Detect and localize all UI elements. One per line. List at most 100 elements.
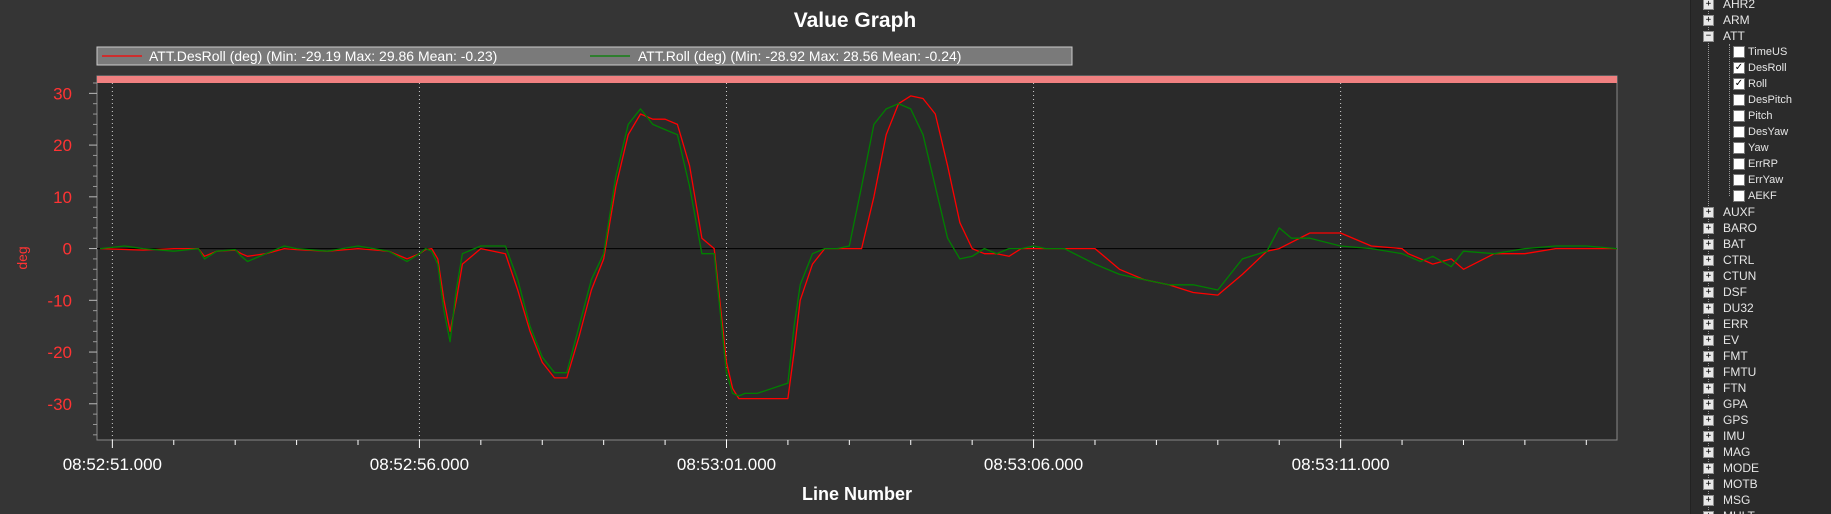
checkbox-unchecked[interactable]: [1733, 142, 1745, 154]
expand-icon[interactable]: +: [1703, 286, 1714, 298]
tree-node-bat[interactable]: + BAT: [1703, 236, 1745, 252]
expand-icon[interactable]: +: [1703, 222, 1714, 234]
checkbox-checked[interactable]: ✓: [1733, 62, 1745, 74]
tree-child-aekf[interactable]: AEKF: [1731, 188, 1777, 204]
tree-node-label: CTUN: [1723, 269, 1757, 283]
tree-child-label: Roll: [1748, 78, 1767, 90]
expand-icon[interactable]: +: [1703, 446, 1714, 458]
expand-icon[interactable]: +: [1703, 302, 1714, 314]
expand-icon[interactable]: +: [1703, 494, 1714, 506]
tree-node-ftn[interactable]: + FTN: [1703, 380, 1746, 396]
x-axis: 08:52:51.000 08:52:56.000 08:53:01.000 08:5…: [63, 440, 1587, 474]
tree-node-mult[interactable]: + MULT: [1703, 508, 1755, 514]
tree-child-label: AEKF: [1748, 190, 1777, 202]
tree-child-desroll[interactable]: ✓ DesRoll: [1731, 60, 1787, 76]
tree-node-auxf[interactable]: + AUXF: [1703, 204, 1755, 220]
expand-icon[interactable]: +: [1703, 382, 1714, 394]
tree-node-dsf[interactable]: + DSF: [1703, 284, 1747, 300]
x-tick-label: 08:52:56.000: [370, 455, 469, 474]
tree-connector: [1729, 44, 1730, 196]
chart-title: Value Graph: [794, 9, 917, 32]
checkbox-unchecked[interactable]: [1733, 110, 1745, 122]
y-tick-label: -30: [47, 395, 72, 414]
expand-icon[interactable]: +: [1703, 430, 1714, 442]
checkbox-unchecked[interactable]: [1733, 94, 1745, 106]
plot-top-band: [97, 76, 1617, 83]
tree-node-label: MAG: [1723, 445, 1751, 459]
tree-node-arm[interactable]: + ARM: [1703, 12, 1750, 28]
expand-icon[interactable]: +: [1703, 318, 1714, 330]
checkbox-unchecked[interactable]: [1733, 158, 1745, 170]
tree-node-label: MSG: [1723, 493, 1751, 507]
tree-node-label: MODE: [1723, 461, 1759, 475]
expand-icon[interactable]: +: [1703, 510, 1714, 514]
expand-icon[interactable]: +: [1703, 0, 1714, 10]
y-tick-label: 20: [53, 136, 72, 155]
tree-node-label: GPS: [1723, 413, 1749, 427]
tree-child-desyaw[interactable]: DesYaw: [1731, 124, 1788, 140]
tree-node-ahr2[interactable]: + AHR2: [1703, 0, 1755, 12]
tree-node-gps[interactable]: + GPS: [1703, 412, 1748, 428]
tree-child-label: DesRoll: [1748, 62, 1787, 74]
expand-icon[interactable]: +: [1703, 462, 1714, 474]
tree-node-ctrl[interactable]: + CTRL: [1703, 252, 1754, 268]
tree-node-baro[interactable]: + BARO: [1703, 220, 1757, 236]
tree-child-timeus[interactable]: TimeUS: [1731, 44, 1787, 60]
legend: ATT.DesRoll (deg) (Min: -29.19 Max: 29.8…: [96, 46, 1073, 66]
expand-icon[interactable]: +: [1703, 478, 1714, 490]
tree-child-roll[interactable]: ✓ Roll: [1731, 76, 1767, 92]
tree-node-du32[interactable]: + DU32: [1703, 300, 1754, 316]
tree-child-pitch[interactable]: Pitch: [1731, 108, 1772, 124]
expand-icon[interactable]: +: [1703, 14, 1714, 26]
tree-child-despitch[interactable]: DesPitch: [1731, 92, 1792, 108]
tree-node-label: BAT: [1723, 237, 1746, 251]
legend-box: [96, 46, 1073, 66]
y-tick-label: -20: [47, 343, 72, 362]
tree-child-errrp[interactable]: ErrRP: [1731, 156, 1778, 172]
checkbox-unchecked[interactable]: [1733, 46, 1745, 58]
tree-node-ev[interactable]: + EV: [1703, 332, 1739, 348]
expand-icon[interactable]: +: [1703, 254, 1714, 266]
tree-node-fmtu[interactable]: + FMTU: [1703, 364, 1756, 380]
expand-icon[interactable]: +: [1703, 270, 1714, 282]
log-tree-panel[interactable]: + AHR2 + ARM − ATT TimeUS ✓ DesRoll ✓ Roll DesPitch…: [1690, 0, 1831, 514]
tree-child-label: TimeUS: [1748, 46, 1788, 58]
x-tick-label: 08:53:06.000: [984, 455, 1083, 474]
tree-child-label: ErrYaw: [1748, 174, 1784, 186]
expand-icon[interactable]: +: [1703, 398, 1714, 410]
checkbox-unchecked[interactable]: [1733, 174, 1745, 186]
tree-node-att[interactable]: − ATT: [1703, 28, 1745, 44]
tree-node-msg[interactable]: + MSG: [1703, 492, 1750, 508]
expand-icon[interactable]: +: [1703, 334, 1714, 346]
expand-icon[interactable]: +: [1703, 366, 1714, 378]
tree-node-err[interactable]: + ERR: [1703, 316, 1748, 332]
checkbox-unchecked[interactable]: [1733, 126, 1745, 138]
tree-node-label: AUXF: [1723, 205, 1756, 219]
expand-icon[interactable]: +: [1703, 350, 1714, 362]
expand-icon[interactable]: +: [1703, 206, 1714, 218]
tree-node-motb[interactable]: + MOTB: [1703, 476, 1758, 492]
x-tick-label: 08:53:11.000: [1292, 455, 1390, 474]
expand-icon[interactable]: +: [1703, 238, 1714, 250]
tree-child-label: DesYaw: [1748, 126, 1789, 138]
tree-node-mode[interactable]: + MODE: [1703, 460, 1759, 476]
tree-node-fmt[interactable]: + FMT: [1703, 348, 1748, 364]
x-tick-label: 08:52:51.000: [63, 455, 162, 474]
tree-node-label: ATT: [1723, 29, 1745, 43]
value-graph-chart: Value Graph ATT.DesRoll (deg) (Min: -29.…: [14, 9, 1618, 504]
tree-node-label: GPA: [1723, 397, 1748, 411]
checkbox-unchecked[interactable]: [1733, 190, 1745, 202]
tree-node-gpa[interactable]: + GPA: [1703, 396, 1747, 412]
tree-child-label: Pitch: [1748, 110, 1773, 122]
series-line-desroll: [100, 95, 1617, 400]
collapse-icon[interactable]: −: [1703, 30, 1714, 42]
tree-node-imu[interactable]: + IMU: [1703, 428, 1745, 444]
tree-node-ctun[interactable]: + CTUN: [1703, 268, 1756, 284]
tree-child-yaw[interactable]: Yaw: [1731, 140, 1769, 156]
y-tick-label: -10: [47, 291, 72, 310]
tree-node-mag[interactable]: + MAG: [1703, 444, 1750, 460]
tree-child-erryaw[interactable]: ErrYaw: [1731, 172, 1783, 188]
checkbox-checked[interactable]: ✓: [1733, 78, 1745, 90]
y-axis: 30 20 10 0 -10 -20 -30: [47, 82, 97, 436]
expand-icon[interactable]: +: [1703, 414, 1714, 426]
